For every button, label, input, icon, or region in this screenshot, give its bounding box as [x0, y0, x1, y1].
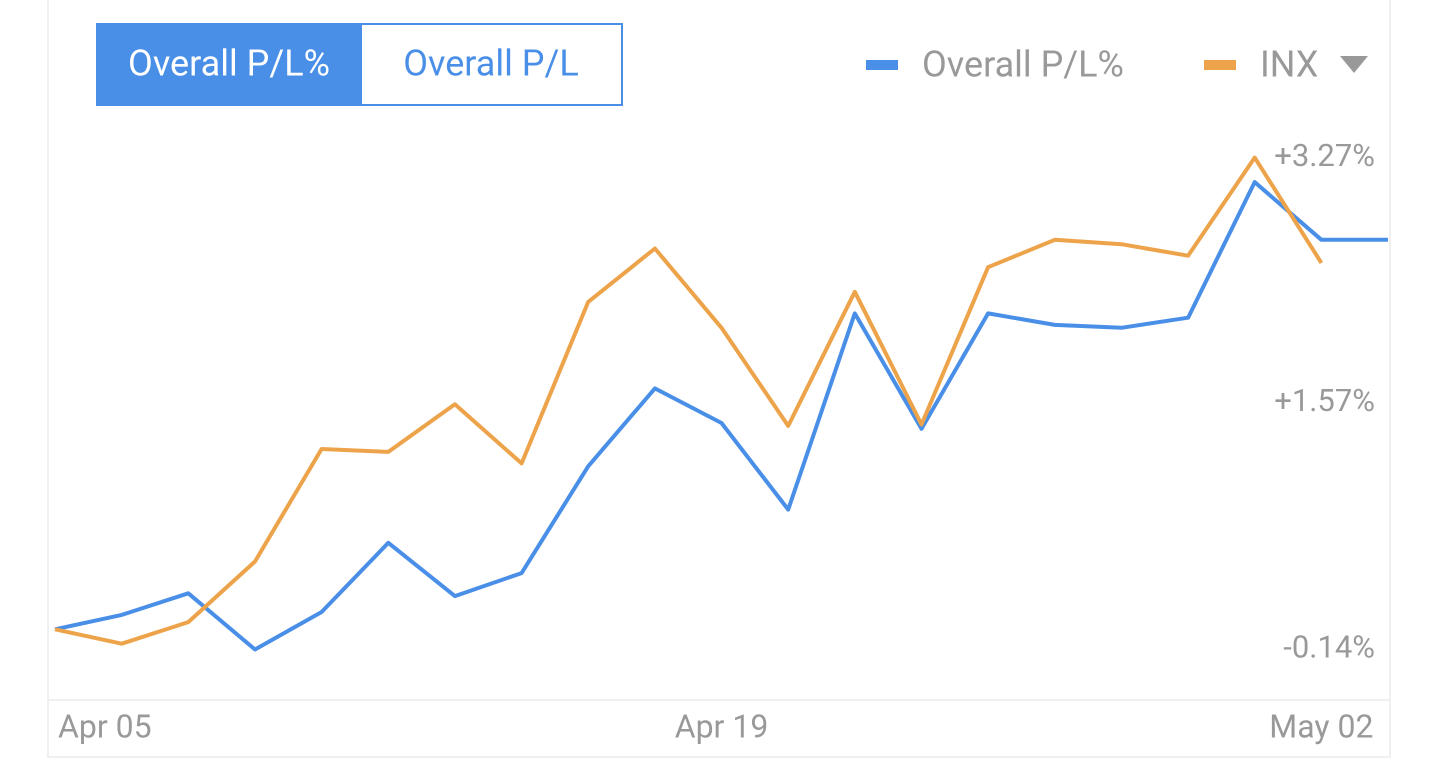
legend-swatch: [1204, 60, 1236, 70]
tab-active[interactable]: [96, 23, 362, 106]
x-tick-label: Apr 19: [675, 707, 769, 745]
legend-label: Overall P/L%: [922, 44, 1124, 86]
series-line: [54, 180, 1388, 652]
y-tick-label: +1.57%: [1274, 382, 1375, 419]
legend-label: INX: [1260, 44, 1318, 86]
plot-frame: [47, 0, 1391, 758]
x-tick-label: Apr 05: [58, 707, 152, 745]
series-line: [54, 155, 1324, 646]
tab[interactable]: [360, 23, 623, 106]
x-tick-label: May 02: [1269, 707, 1373, 745]
dropdown-icon[interactable]: [1340, 56, 1368, 73]
y-tick-label: +3.27%: [1274, 137, 1375, 174]
legend-swatch: [866, 60, 898, 70]
tab-label: Overall P/L: [403, 43, 579, 85]
tab-label: Overall P/L%: [128, 43, 330, 85]
y-tick-label: -0.14%: [1283, 629, 1375, 666]
